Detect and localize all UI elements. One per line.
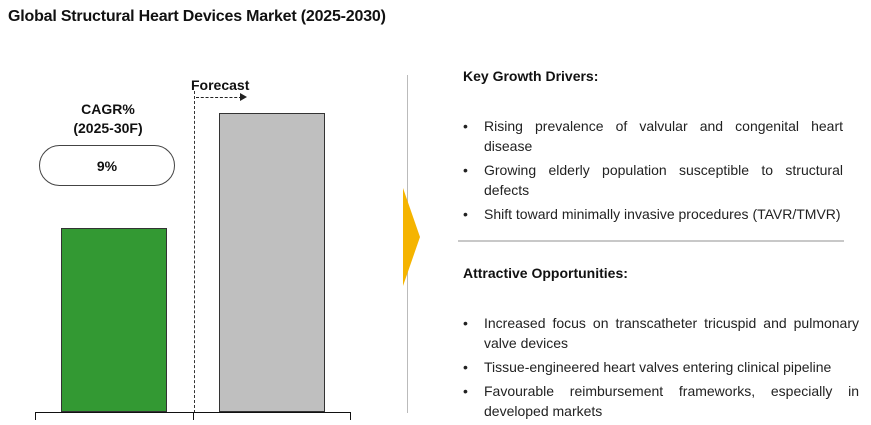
x-axis-tick (350, 412, 351, 420)
opportunities-heading: Attractive Opportunities: (463, 265, 628, 281)
forecast-divider (194, 91, 195, 413)
forecast-arrow-line (196, 97, 242, 98)
drivers-list: • Rising prevalence of valvular and conge… (463, 116, 843, 228)
cagr-value: 9% (96, 157, 118, 174)
bar-2025 (61, 228, 167, 412)
list-item: • Favourable reimbursement frameworks, es… (463, 383, 859, 419)
list-item: • Increased focus on transcatheter tricus… (463, 315, 859, 351)
opportunities-list: • Increased focus on transcatheter tricus… (463, 313, 859, 425)
x-axis-tick (193, 412, 194, 420)
list-item: • Tissue-engineered heart valves entering… (463, 359, 832, 375)
list-item: • Shift toward minimally invasive procedu… (463, 206, 841, 222)
list-item: • Growing elderly population susceptible … (463, 162, 843, 198)
bar-2030 (219, 113, 325, 412)
chart-title: Global Structural Heart Devices Market (… (8, 8, 386, 25)
cagr-label: CAGR% (2025-30F) (40, 100, 176, 138)
list-item: • Rising prevalence of valvular and conge… (463, 118, 843, 154)
forecast-arrow-icon (240, 93, 247, 101)
drivers-heading: Key Growth Drivers: (463, 68, 599, 84)
cagr-label-line1: CAGR% (81, 101, 135, 117)
cagr-badge: 9% (39, 145, 175, 186)
cagr-label-line2: (2025-30F) (73, 120, 143, 136)
x-axis-tick (35, 412, 36, 420)
chevron-right-icon (403, 188, 420, 286)
section-separator (458, 240, 844, 242)
forecast-label: Forecast (191, 77, 250, 93)
